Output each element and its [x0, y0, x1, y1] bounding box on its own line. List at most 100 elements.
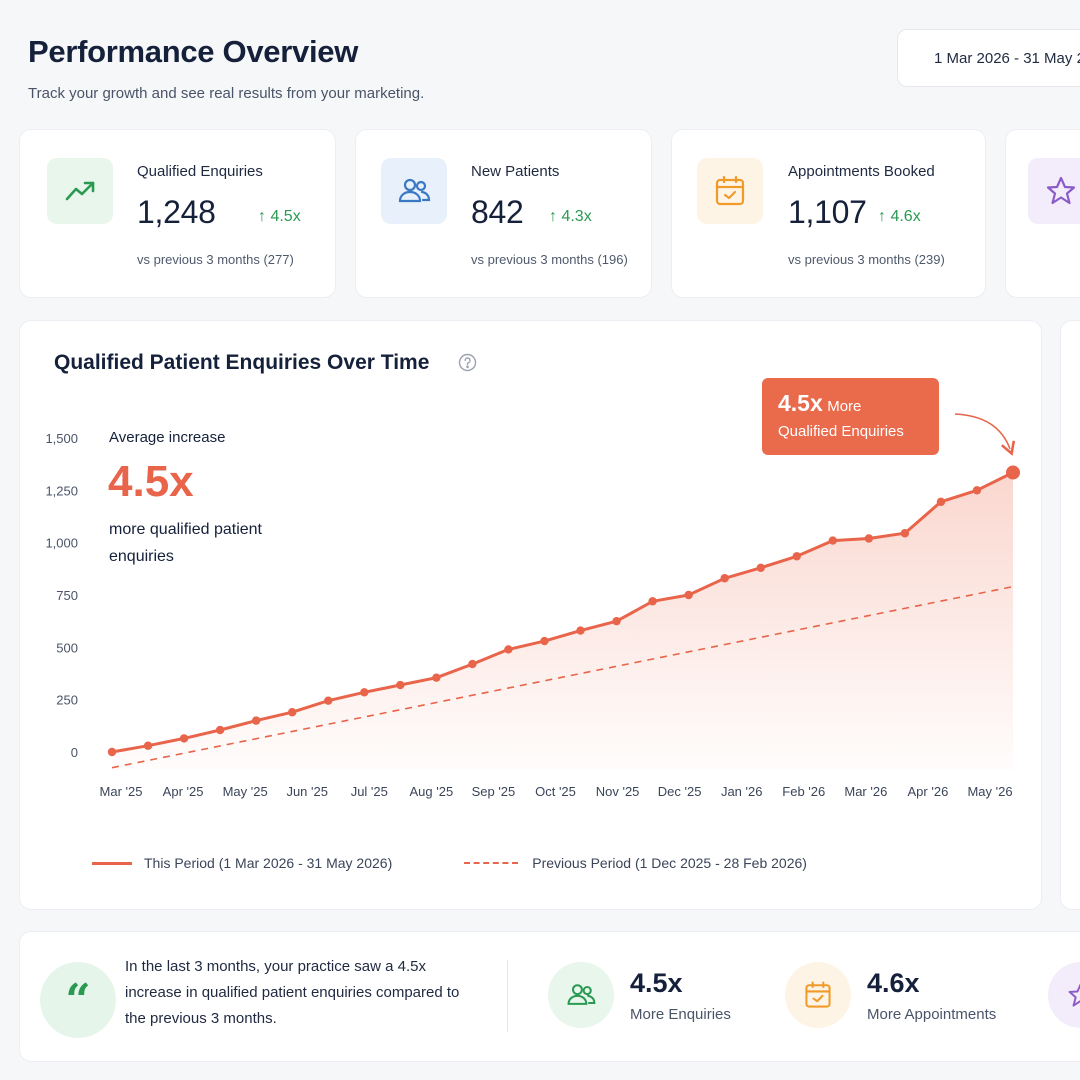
side-card-partial — [1060, 320, 1080, 910]
data-point[interactable] — [972, 486, 982, 495]
trending-up-icon — [47, 158, 113, 224]
page-title: Performance Overview — [28, 34, 359, 69]
data-point[interactable] — [756, 563, 765, 572]
help-icon[interactable] — [458, 353, 477, 372]
divider — [507, 960, 508, 1032]
data-point[interactable] — [215, 725, 225, 735]
data-point[interactable] — [360, 688, 369, 697]
data-point[interactable] — [540, 636, 549, 646]
x-tick-label: Mar '26 — [844, 784, 887, 799]
chart-title: Qualified Patient Enquiries Over Time — [54, 351, 430, 374]
kpi-label: Appointments Booked — [788, 163, 935, 180]
kpi-compare: vs previous 3 months (196) — [471, 252, 628, 267]
data-point[interactable] — [179, 734, 189, 743]
kpi-card-partial — [1005, 129, 1080, 298]
kpi-change: ↑ 4.3x — [549, 208, 592, 225]
x-tick-label: Nov '25 — [596, 784, 640, 799]
x-tick-label: Mar '25 — [100, 784, 143, 799]
kpi-card-new-patients: New Patients 842 ↑ 4.3x vs previous 3 mo… — [355, 129, 652, 298]
data-point[interactable] — [504, 645, 513, 654]
y-tick-label: 250 — [56, 693, 78, 708]
data-point[interactable] — [864, 534, 874, 543]
date-range-picker[interactable]: 1 Mar 2026 - 31 May 2026 — [897, 29, 1080, 87]
data-point[interactable] — [432, 673, 441, 682]
data-point[interactable] — [107, 747, 117, 757]
kpi-card-appointments-booked: Appointments Booked 1,107 ↑ 4.6x vs prev… — [671, 129, 986, 298]
kpi-value: 1,107 — [788, 194, 867, 230]
legend-this-period[interactable]: This Period (1 Mar 2026 - 31 May 2026) — [92, 855, 392, 871]
kpi-change: ↑ 4.5x — [258, 208, 301, 225]
kpi-card-qualified-enquiries: Qualified Enquiries 1,248 ↑ 4.5x vs prev… — [19, 129, 336, 298]
x-tick-label: Jul '25 — [351, 784, 388, 799]
callout-label: Qualified Enquiries — [778, 423, 904, 440]
y-tick-label: 1,250 — [45, 483, 78, 498]
summary-card: “ In the last 3 months, your practice sa… — [19, 931, 1080, 1062]
data-point[interactable] — [936, 497, 946, 507]
legend-label: This Period (1 Mar 2026 - 31 May 2026) — [144, 855, 393, 871]
latest-data-point[interactable] — [1006, 465, 1020, 480]
summary-text: In the last 3 months, your practice saw … — [125, 958, 460, 1027]
average-increase-value: 4.5x — [108, 457, 194, 506]
data-point[interactable] — [900, 529, 910, 538]
x-tick-label: Aug '25 — [410, 784, 454, 799]
stat-value: 4.5x — [630, 968, 683, 998]
kpi-compare: vs previous 3 months (277) — [137, 252, 294, 267]
x-tick-label: Dec '25 — [658, 784, 702, 799]
users-icon — [548, 962, 614, 1028]
star-icon — [1048, 962, 1080, 1028]
calendar-check-icon — [785, 962, 851, 1028]
y-tick-label: 750 — [56, 588, 78, 603]
data-point[interactable] — [468, 659, 477, 669]
data-point[interactable] — [828, 536, 837, 545]
x-tick-label: May '26 — [967, 784, 1012, 799]
data-point[interactable] — [576, 626, 585, 635]
date-range-label: 1 Mar 2026 - 31 May 2026 — [934, 49, 1080, 67]
kpi-label: Qualified Enquiries — [137, 163, 263, 180]
legend-swatch-dashed — [464, 862, 519, 864]
callout-value: 4.5x — [778, 390, 823, 416]
kpi-value: 1,248 — [137, 194, 216, 230]
x-tick-label: Jan '26 — [721, 784, 763, 799]
data-point[interactable] — [396, 680, 405, 690]
legend-swatch-solid — [92, 861, 132, 865]
this-period-line — [110, 471, 1015, 754]
legend-label: Previous Period (1 Dec 2025 - 28 Feb 202… — [532, 855, 807, 871]
data-point[interactable] — [684, 590, 693, 600]
stat-label: More Enquiries — [630, 1006, 731, 1023]
data-point[interactable] — [251, 716, 261, 725]
kpi-compare: vs previous 3 months (239) — [788, 252, 945, 267]
y-tick-label: 1,500 — [45, 431, 78, 446]
x-tick-label: Feb '26 — [782, 784, 825, 799]
y-tick-label: 1,000 — [45, 536, 78, 551]
data-point[interactable] — [324, 696, 333, 705]
chart-legend: This Period (1 Mar 2026 - 31 May 2026) P… — [92, 855, 807, 871]
stat-label: More Appointments — [867, 1006, 997, 1023]
average-increase-description: more qualified patient enquiries — [109, 521, 262, 565]
quote-icon: “ — [40, 962, 116, 1038]
star-icon — [1028, 158, 1080, 224]
previous-period-line — [111, 585, 1014, 769]
data-point[interactable] — [648, 597, 657, 606]
callout-badge: 4.5x More Qualified Enquiries — [762, 378, 939, 455]
x-tick-label: Apr '26 — [908, 784, 949, 799]
calendar-check-icon — [697, 158, 763, 224]
users-icon — [381, 158, 447, 224]
data-point[interactable] — [720, 574, 729, 583]
kpi-label: New Patients — [471, 163, 560, 180]
data-point[interactable] — [143, 741, 153, 750]
kpi-change: ↑ 4.6x — [878, 208, 921, 225]
data-point[interactable] — [612, 616, 621, 626]
x-tick-label: Sep '25 — [472, 784, 516, 799]
legend-previous-period[interactable]: Previous Period (1 Dec 2025 - 28 Feb 202… — [464, 855, 807, 871]
enquiries-chart-card: Qualified Patient Enquiries Over Time 0 2… — [19, 320, 1042, 910]
y-tick-label: 0 — [71, 745, 78, 760]
data-point[interactable] — [792, 552, 801, 561]
data-point[interactable] — [288, 708, 297, 717]
x-tick-label: Apr '25 — [163, 784, 204, 799]
average-increase-label: Average increase — [109, 429, 226, 446]
y-tick-label: 500 — [56, 640, 78, 655]
x-tick-label: May '25 — [223, 784, 268, 799]
page-subtitle: Track your growth and see real results f… — [28, 85, 425, 102]
x-tick-label: Oct '25 — [535, 784, 576, 799]
area-fill — [112, 472, 1013, 770]
